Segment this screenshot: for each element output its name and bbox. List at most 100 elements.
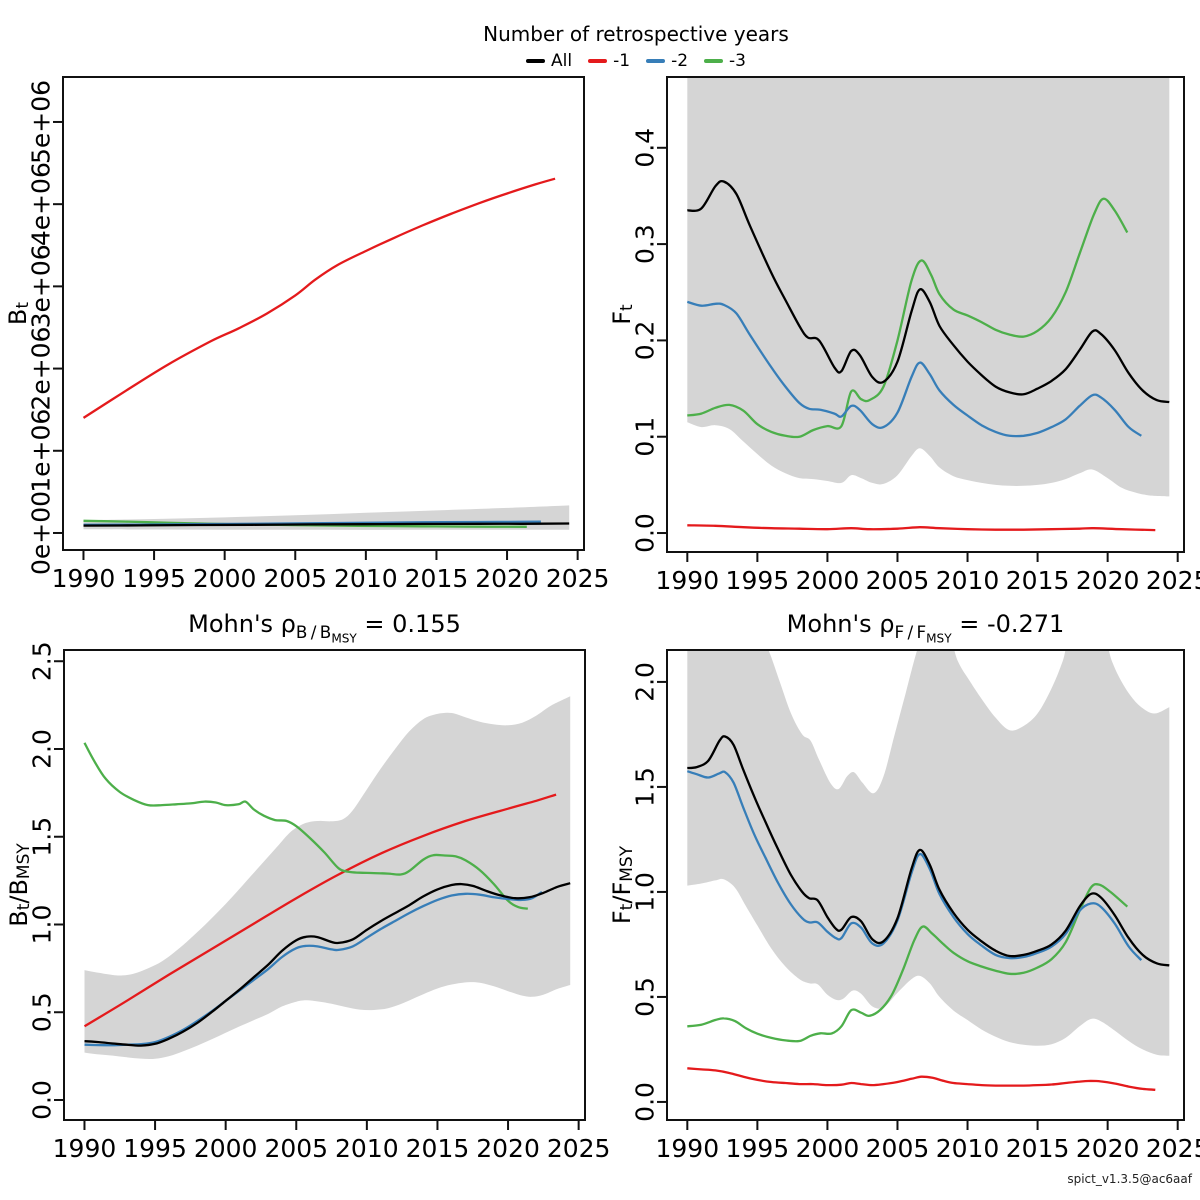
y-tick-label: 2.0 <box>631 662 660 702</box>
legend-item-minus3: -3 <box>704 51 746 71</box>
x-tick-label: 2010 <box>936 1134 1000 1163</box>
x-tick-label: 2005 <box>866 1134 930 1163</box>
legend-label: -1 <box>613 51 631 71</box>
y-axis-label: Ft <box>608 304 637 325</box>
x-tick-label: 2020 <box>1076 1134 1140 1163</box>
panel-bbmsy: 1990 1995 2000 2005 2010 2015 2020 20250.00.51.… <box>5 641 610 1163</box>
y-axis: 0.0 0.5 1.0 1.5 2.0 2.5 <box>28 641 63 1120</box>
confidence-band <box>84 696 571 1059</box>
x-tick-label: 2015 <box>405 564 469 593</box>
x-tick-label: 2005 <box>866 566 930 595</box>
y-tick-label: 4e+06 <box>27 162 56 246</box>
y-axis: 0.0 0.5 1.0 1.5 2.0 <box>631 662 666 1122</box>
x-tick-label: 2010 <box>335 1134 399 1163</box>
legend-title: Number of retrospective years <box>483 22 789 46</box>
series-line--1 <box>687 1067 1156 1091</box>
y-tick-label: 1.5 <box>631 767 660 807</box>
spict-version-label: spict_v1.3.5@ac6aaf <box>1067 1172 1192 1186</box>
legend-items: All -1 -2 -3 <box>336 51 936 71</box>
x-tick-label: 2010 <box>936 566 1000 595</box>
y-axis-label: Bt <box>4 302 33 325</box>
legend-label: -2 <box>671 51 689 71</box>
legend-label: All <box>551 51 573 71</box>
y-axis-label: Bt/BMSY <box>5 843 34 927</box>
x-tick-label: 1995 <box>122 564 186 593</box>
x-tick-label: 1995 <box>726 566 790 595</box>
plot-frame <box>666 649 1185 1121</box>
mohns-rho-f-title: Mohn's ρF / FMSY = -0.271 <box>667 610 1184 652</box>
x-tick-label: 2015 <box>1006 1134 1070 1163</box>
plot-area <box>686 650 1170 1091</box>
confidence-band <box>687 650 1170 1056</box>
x-tick-label: 2020 <box>475 564 539 593</box>
y-axis-label: Ft/FMSY <box>608 845 637 924</box>
x-tick-label: 2000 <box>193 564 257 593</box>
x-tick-label: 2000 <box>796 566 860 595</box>
title-value: = -0.271 <box>951 610 1065 638</box>
series-line-All <box>84 882 571 1047</box>
y-tick-label: 3e+06 <box>27 244 56 328</box>
title-sub: F / FMSY <box>894 621 951 645</box>
x-tick-label: 2025 <box>1146 566 1200 595</box>
series-line--1 <box>687 524 1156 532</box>
y-tick-label: 0.2 <box>631 321 660 361</box>
y-tick-label: 2.5 <box>28 641 57 681</box>
series-line-All <box>83 522 570 527</box>
line-swatch-minus2 <box>646 59 666 63</box>
y-tick-label: 2.0 <box>28 729 57 769</box>
line-swatch-minus1 <box>588 59 608 63</box>
x-tick-label: 2015 <box>1006 566 1070 595</box>
title-subsub-text: MSY <box>331 631 357 646</box>
title-text: Mohn's ρ <box>786 610 895 638</box>
retrospective-legend: Number of retrospective years All -1 -2 … <box>336 22 936 71</box>
plot-area <box>686 77 1170 532</box>
y-tick-label: 1.0 <box>28 905 57 945</box>
series-line--2 <box>84 891 543 1047</box>
y-tick-label: 1.5 <box>28 817 57 857</box>
x-tick-label: 2025 <box>1146 1134 1200 1163</box>
x-tick-label: 1990 <box>656 1134 720 1163</box>
panel-ft: 199019952000200520102015202020250.00.10.… <box>608 76 1200 595</box>
y-tick-label: 5e+06 <box>27 80 56 164</box>
y-tick-label: 0.4 <box>631 128 660 168</box>
series-line--1 <box>82 177 556 419</box>
series-line-All <box>687 179 1170 404</box>
y-tick-label: 1e+06 <box>27 409 56 493</box>
x-tick-label: 2015 <box>406 1134 470 1163</box>
plot-frame <box>63 649 586 1121</box>
series-line--1 <box>83 793 557 1028</box>
x-tick-label: 1995 <box>123 1134 187 1163</box>
x-tick-label: 1995 <box>726 1134 790 1163</box>
x-tick-label: 1990 <box>656 566 720 595</box>
plot-frame <box>666 76 1185 553</box>
title-text: Mohn's ρ <box>188 610 296 638</box>
mohns-rho-b-title: Mohn's ρB / BMSY = 0.155 <box>64 610 585 652</box>
x-tick-label: 2005 <box>264 1134 328 1163</box>
series-line--3 <box>83 742 529 910</box>
title-sub-text: B / B <box>295 621 332 642</box>
series-line--3 <box>687 197 1129 439</box>
x-tick-label: 2005 <box>263 564 327 593</box>
plot-area <box>82 177 570 530</box>
x-tick-label: 1990 <box>52 564 116 593</box>
y-tick-label: 0.0 <box>28 1080 57 1120</box>
series-line-All <box>687 735 1170 967</box>
title-value: = 0.155 <box>356 610 461 638</box>
x-tick-label: 2025 <box>547 1134 611 1163</box>
x-tick-label: 2000 <box>796 1134 860 1163</box>
x-tick-label: 2020 <box>476 1134 540 1163</box>
x-tick-label: 2020 <box>1076 566 1140 595</box>
legend-item-all: All <box>526 51 572 71</box>
plot-frame <box>62 76 585 551</box>
y-tick-label: 0.1 <box>631 417 660 457</box>
series-line--2 <box>686 300 1142 438</box>
title-sub-text: F / F <box>894 621 927 642</box>
title-sub: B / BMSY <box>295 621 357 646</box>
